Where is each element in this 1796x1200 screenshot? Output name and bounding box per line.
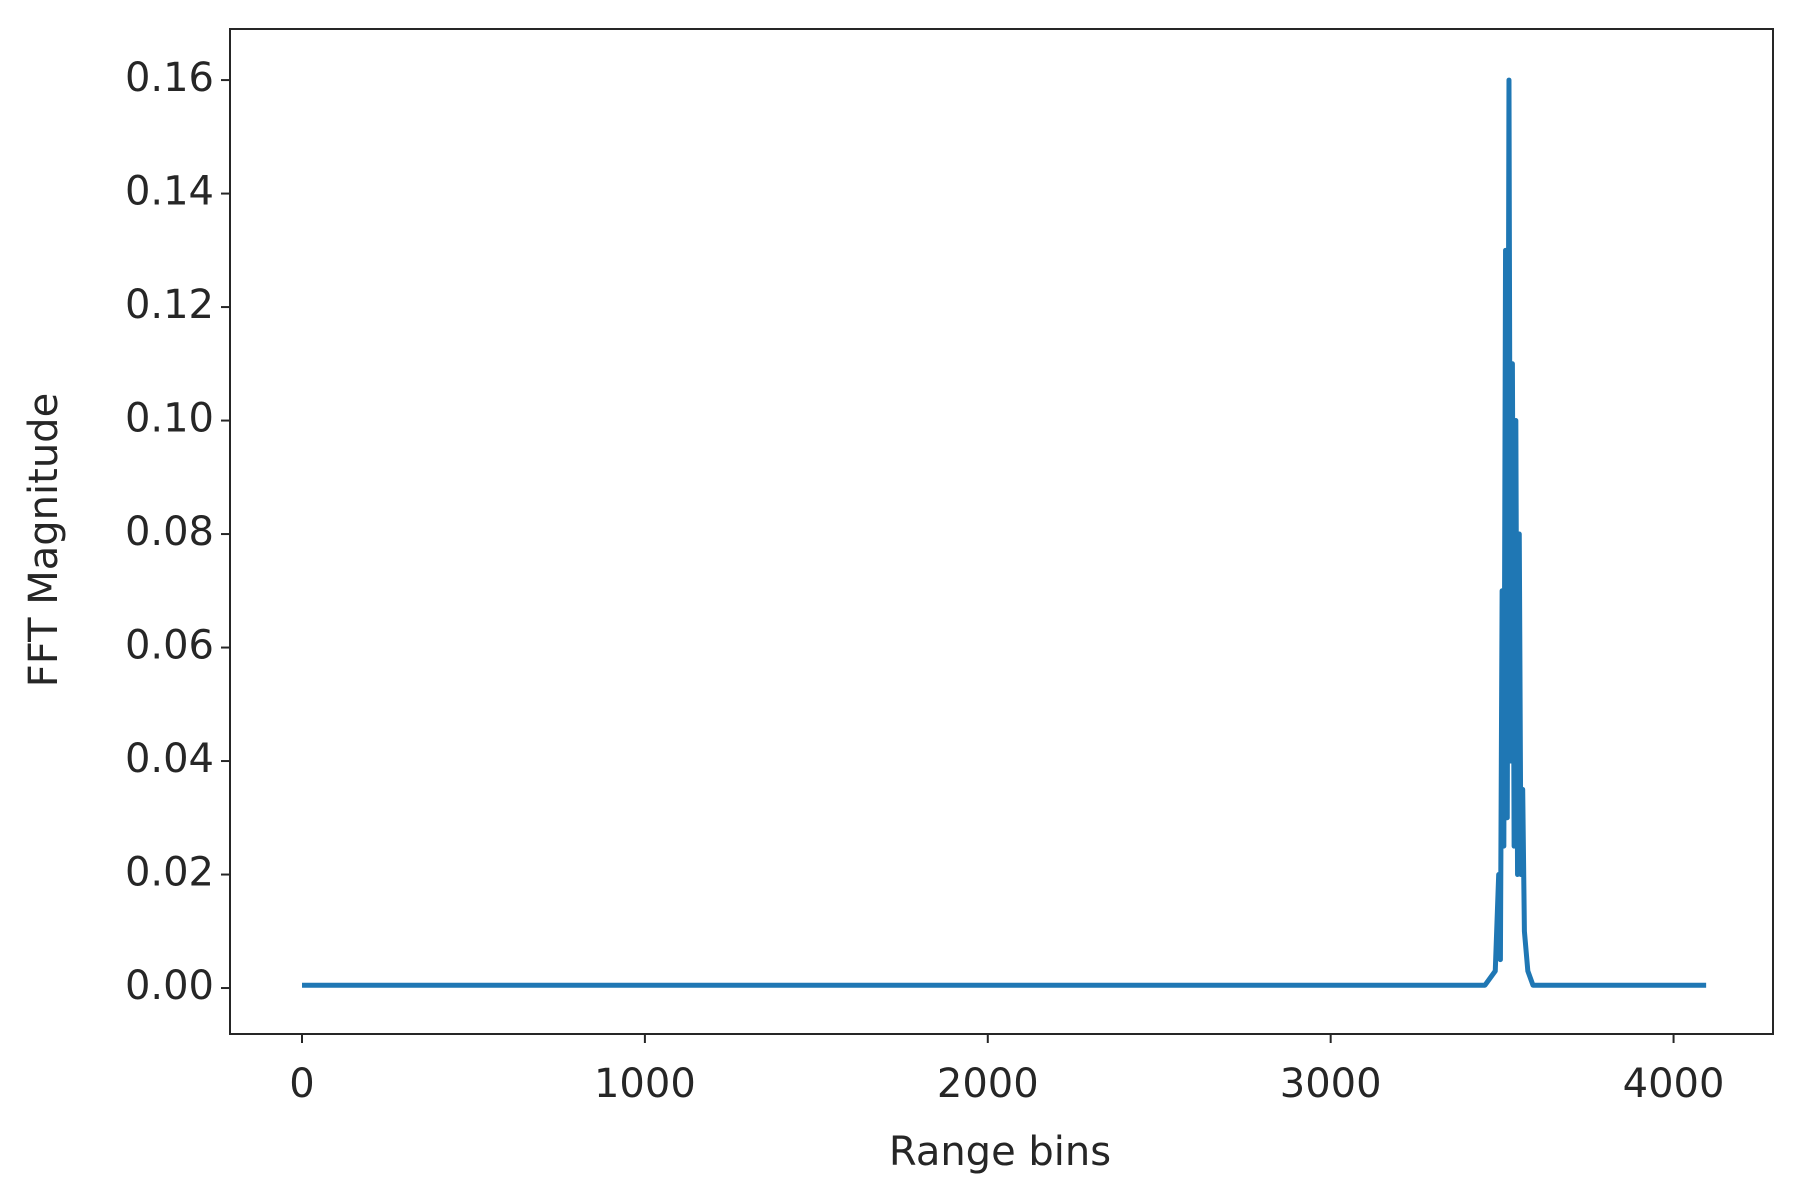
y-tick-label: 0.10 — [125, 396, 214, 442]
y-tick-label: 0.16 — [125, 55, 214, 101]
y-tick-label: 0.12 — [125, 282, 214, 328]
y-tick-label: 0.08 — [125, 509, 214, 555]
x-tick-label: 2000 — [937, 1061, 1039, 1107]
y-tick-label: 0.14 — [125, 169, 214, 215]
y-tick-label: 0.04 — [125, 736, 214, 782]
x-tick-label: 3000 — [1280, 1061, 1382, 1107]
data-line — [302, 77, 1707, 988]
y-tick-label: 0.02 — [125, 850, 214, 896]
x-tick-label: 0 — [289, 1061, 314, 1107]
x-tick-label: 1000 — [594, 1061, 696, 1107]
y-axis-label: FFT Magnitude — [21, 393, 67, 687]
y-tick-label: 0.00 — [125, 963, 214, 1009]
y-tick-label: 0.06 — [125, 623, 214, 669]
plot-frame — [229, 28, 1774, 1035]
x-axis-label: Range bins — [889, 1129, 1111, 1175]
x-tick-label: 4000 — [1623, 1061, 1725, 1107]
